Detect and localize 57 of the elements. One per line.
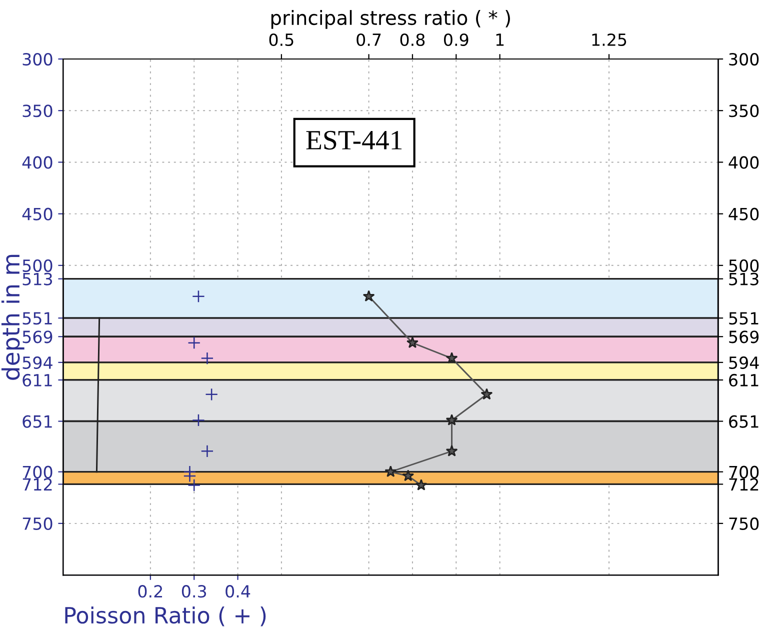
y2-tick-label: 569 bbox=[729, 330, 759, 344]
x2-tick-label: 1 bbox=[496, 34, 504, 46]
y-tick-label: 500 bbox=[22, 259, 52, 272]
y-tick-label: 400 bbox=[22, 156, 52, 169]
y-tick-label: 350 bbox=[22, 104, 52, 118]
point bbox=[384, 466, 397, 478]
y-tick-label: 569 bbox=[22, 330, 52, 344]
x2-axis-title: principal stress ratio ( * ) bbox=[271, 10, 510, 29]
y-tick-label: 450 bbox=[22, 208, 52, 220]
y-tick-label: 712 bbox=[22, 478, 52, 491]
point bbox=[200, 352, 214, 365]
x2-tick-label: 1.25 bbox=[592, 33, 626, 46]
y2-tick-label: 513 bbox=[729, 272, 758, 286]
x2-tick-label: 0.9 bbox=[444, 33, 468, 46]
x2-tick-label: 0.7 bbox=[356, 33, 381, 46]
y2-tick-label: 651 bbox=[729, 415, 758, 428]
x-axis-title: Poisson Ratio ( + ) bbox=[65, 606, 266, 626]
x-tick-label: 0.2 bbox=[138, 585, 162, 598]
y-tick-label: 750 bbox=[22, 517, 52, 530]
point bbox=[402, 470, 414, 482]
point bbox=[406, 336, 418, 348]
y2-tick-label: 350 bbox=[729, 104, 759, 118]
point bbox=[415, 478, 428, 490]
x-tick-label: 0.4 bbox=[226, 585, 250, 598]
x2-tick-label: 0.5 bbox=[269, 33, 294, 46]
y2-tick-label: 750 bbox=[729, 517, 759, 530]
point bbox=[188, 336, 201, 350]
y2-tick-label: 551 bbox=[729, 312, 758, 325]
y-tick-label: 700 bbox=[22, 466, 52, 478]
point bbox=[188, 478, 201, 492]
point bbox=[480, 388, 493, 400]
y2-tick-label: 712 bbox=[729, 478, 758, 491]
y-tick-label: 651 bbox=[22, 415, 52, 428]
y2-tick-label: 450 bbox=[728, 208, 759, 220]
y2-tick-label: 400 bbox=[728, 156, 759, 169]
y2-tick-label: 300 bbox=[729, 52, 759, 66]
point bbox=[446, 444, 458, 456]
y-tick-label: 513 bbox=[22, 272, 52, 286]
y-tick-label: 300 bbox=[22, 52, 52, 66]
point bbox=[200, 444, 214, 458]
point bbox=[446, 414, 458, 426]
y-tick-label: 611 bbox=[22, 374, 52, 387]
y2-tick-label: 611 bbox=[729, 374, 758, 387]
x-tick-label: 0.3 bbox=[182, 585, 206, 598]
point bbox=[192, 414, 205, 427]
point bbox=[192, 290, 205, 303]
y2-tick-label: 700 bbox=[729, 466, 759, 478]
point bbox=[446, 352, 458, 364]
y-tick-label: 594 bbox=[22, 356, 52, 369]
point bbox=[362, 290, 375, 302]
annotation: EST-441 bbox=[306, 130, 402, 150]
y2-tick-label: 500 bbox=[729, 259, 759, 272]
x2-tick-label: 0.8 bbox=[400, 33, 425, 46]
point bbox=[183, 470, 196, 482]
y2-tick-label: 594 bbox=[729, 356, 759, 369]
y-tick-label: 551 bbox=[22, 312, 52, 325]
point bbox=[205, 388, 218, 401]
